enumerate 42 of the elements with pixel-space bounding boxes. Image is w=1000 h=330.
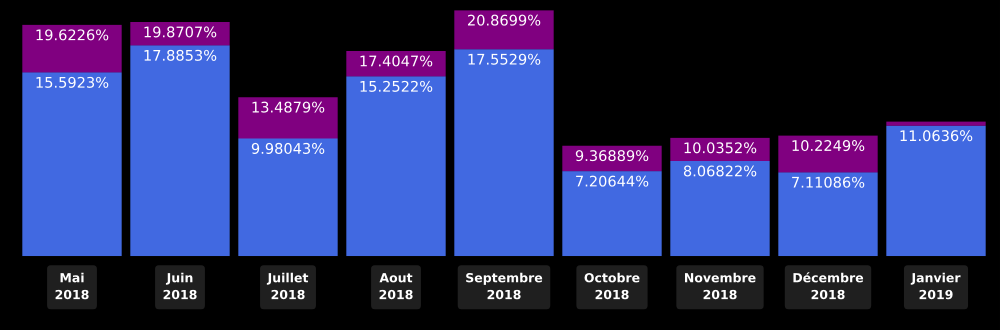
data-label: 9.98043%	[252, 142, 324, 154]
bar	[22, 72, 122, 256]
x-tick-label: Novembre 2018	[685, 272, 756, 300]
bar	[238, 97, 338, 139]
bar	[346, 51, 446, 76]
total-label: 20.8699%	[468, 14, 540, 26]
x-tick-label: Octobre 2018	[584, 272, 640, 300]
data-label: 11.0636%	[900, 130, 972, 142]
total-label: 19.6226%	[36, 29, 108, 40]
bar	[778, 172, 878, 256]
total-label: 9.36889%	[576, 150, 648, 162]
x-tick-label: Septembre 2018	[466, 272, 542, 300]
x-tick-label: Juillet 2018	[266, 272, 308, 300]
data-label: 15.5923%	[36, 76, 108, 88]
data-label: 17.5529%	[468, 54, 540, 65]
data-label: 7.20644%	[576, 176, 648, 187]
bar	[886, 126, 986, 256]
total-label: 13.4879%	[252, 102, 324, 113]
data-label: 8.06822%	[684, 165, 756, 176]
total-label: 17.4047%	[360, 55, 432, 67]
bar	[130, 45, 230, 256]
x-tick-label: Juin 2018	[164, 272, 197, 300]
bar	[670, 161, 770, 256]
bar	[346, 76, 446, 256]
bar	[454, 10, 554, 50]
x-tick-label: Mai 2018	[56, 272, 89, 300]
bar	[778, 136, 878, 172]
bar	[238, 138, 338, 256]
bar	[562, 171, 662, 256]
total-label: 10.0352%	[684, 142, 756, 154]
total-label: 10.2249%	[792, 140, 864, 152]
x-tick-label: Janvier 2019	[910, 272, 960, 300]
data-label: 7.11086%	[792, 176, 864, 188]
x-tick-label: Aout 2018	[379, 273, 413, 300]
bar	[886, 122, 986, 126]
bar	[454, 49, 554, 256]
bar	[22, 24, 122, 72]
total-label: 19.8707%	[144, 26, 216, 38]
data-label: 15.2522%	[360, 80, 432, 92]
x-tick-label: Décembre 2018	[793, 272, 864, 300]
data-label: 17.8853%	[144, 50, 216, 61]
bar	[130, 22, 230, 46]
